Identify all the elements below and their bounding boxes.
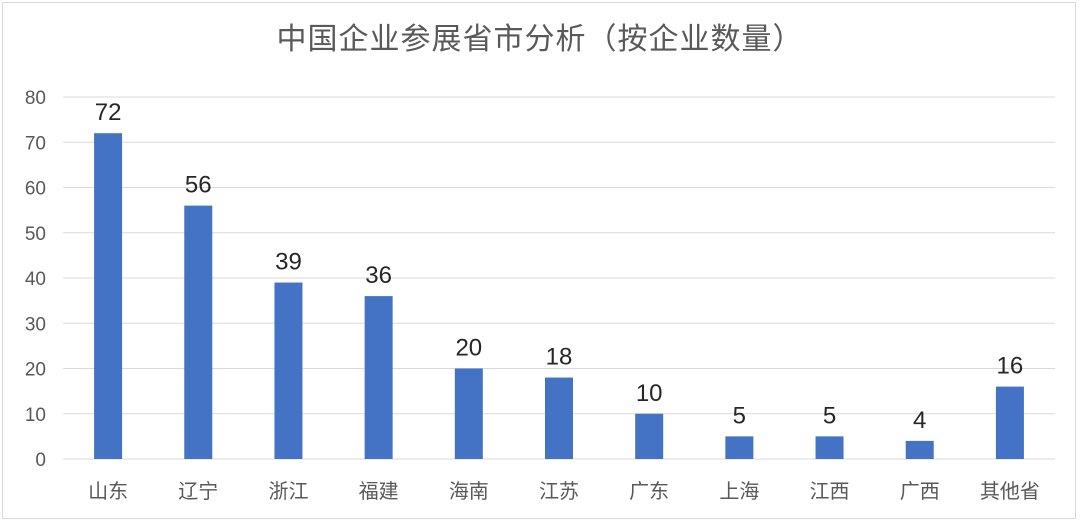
data-label: 36 (365, 262, 392, 289)
bar (274, 282, 303, 459)
bar (454, 368, 483, 459)
bar (635, 413, 664, 459)
y-tick-label: 80 (25, 88, 46, 109)
y-axis-ticks: 0 10 20 30 40 50 60 70 80 (25, 88, 46, 471)
x-category-label: 广东 (629, 479, 669, 503)
data-label: 20 (455, 335, 482, 362)
x-category-label: 海南 (449, 479, 489, 503)
data-label: 5 (733, 402, 746, 429)
x-category-label: 辽宁 (178, 479, 218, 503)
data-label: 5 (823, 402, 836, 429)
y-tick-label: 30 (25, 314, 46, 335)
data-label: 56 (185, 172, 212, 199)
x-category-label: 上海 (719, 479, 759, 503)
x-axis-categories: 山东 辽宁 浙江 福建 海南 江苏 广东 上海 江西 广西 其他省 (88, 479, 1040, 503)
bar (995, 386, 1024, 459)
data-label: 16 (997, 353, 1024, 380)
bar (364, 296, 393, 459)
bar (545, 377, 573, 459)
y-tick-label: 20 (25, 360, 46, 381)
bar (725, 436, 754, 459)
data-labels: 72 56 39 36 20 18 10 5 5 4 16 (95, 99, 1024, 434)
bar (905, 440, 934, 459)
x-category-label: 福建 (359, 479, 399, 503)
x-category-label: 江西 (810, 479, 850, 503)
bars (94, 133, 1024, 459)
chart-title: 中国企业参展省市分析（按企业数量） (276, 22, 804, 57)
bar (815, 436, 844, 459)
y-tick-label: 0 (35, 450, 46, 471)
bar (184, 205, 213, 459)
data-label: 10 (636, 380, 663, 407)
y-tick-label: 70 (25, 133, 46, 154)
bar (94, 133, 123, 459)
x-category-label: 其他省 (980, 479, 1040, 503)
data-label: 39 (275, 249, 302, 276)
data-label: 72 (95, 99, 122, 126)
data-label: 4 (913, 407, 926, 434)
y-tick-label: 10 (25, 405, 46, 426)
x-category-label: 广西 (900, 479, 940, 503)
x-category-label: 山东 (88, 479, 128, 503)
x-category-label: 浙江 (268, 479, 308, 503)
data-label: 18 (546, 344, 573, 371)
y-tick-label: 40 (25, 269, 46, 290)
gridlines (63, 96, 1055, 460)
y-tick-label: 60 (25, 179, 46, 200)
x-category-label: 江苏 (539, 479, 579, 503)
y-tick-label: 50 (25, 224, 46, 245)
